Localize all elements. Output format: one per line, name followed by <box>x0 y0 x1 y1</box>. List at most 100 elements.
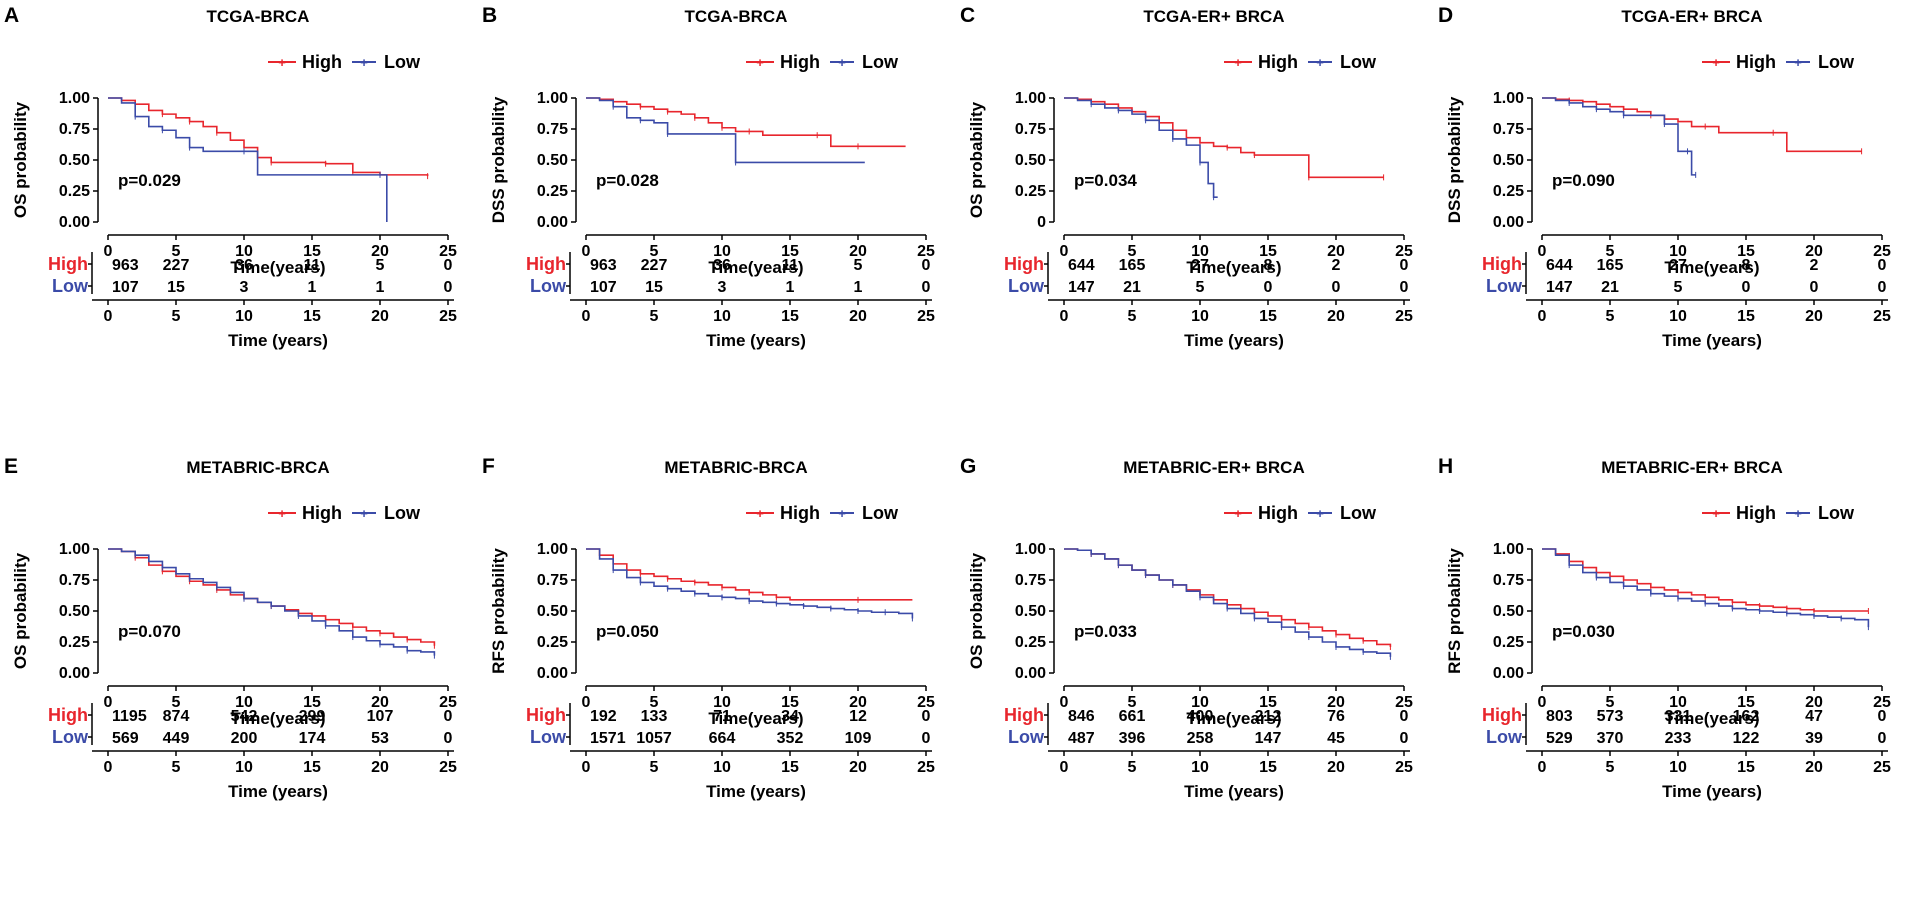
y-tick-label: 0.50 <box>1493 152 1524 169</box>
risk-x-tick-label: 5 <box>1606 759 1615 776</box>
p-value: p=0.030 <box>1552 622 1615 641</box>
risk-count-high: 107 <box>367 708 394 725</box>
legend-low-marker: + <box>838 506 846 521</box>
risk-count-high: 644 <box>1546 257 1573 274</box>
risk-count-low: 370 <box>1597 730 1624 747</box>
risk-count-high: 803 <box>1546 708 1573 725</box>
y-tick-label: 0.50 <box>59 152 90 169</box>
risk-count-low: 1 <box>376 279 385 296</box>
x-tick-label: 5 <box>650 694 659 711</box>
x-tick-label: 10 <box>713 694 731 711</box>
risk-count-low: 0 <box>1810 279 1819 296</box>
x-tick-label: 5 <box>1606 694 1615 711</box>
legend-high-label: High <box>302 52 342 72</box>
x-tick-label: 10 <box>1669 243 1687 260</box>
x-tick-label: 10 <box>1191 694 1209 711</box>
legend-low-label: Low <box>1340 503 1377 523</box>
panel-letter: D <box>1438 4 1453 27</box>
km-curve-low <box>1542 97 1696 176</box>
risk-count-low: 3 <box>718 279 727 296</box>
risk-count-low: 147 <box>1546 279 1573 296</box>
risk-x-tick-label: 10 <box>713 759 731 776</box>
x-tick-label: 20 <box>371 694 389 711</box>
km-curve-low <box>586 97 865 164</box>
risk-count-low: 1 <box>786 279 795 296</box>
risk-x-tick-label: 10 <box>1669 308 1687 325</box>
risk-count-high: 0 <box>444 708 453 725</box>
risk-x-tick-label: 20 <box>371 308 389 325</box>
risk-count-low: 0 <box>1878 730 1887 747</box>
y-tick-label: 0.50 <box>1015 152 1046 169</box>
risk-x-tick-label: 0 <box>582 308 591 325</box>
risk-count-high: 0 <box>444 257 453 274</box>
chart-title: TCGA-ER+ BRCA <box>1621 7 1762 26</box>
y-tick-label: 0.25 <box>59 183 90 200</box>
risk-x-tick-label: 15 <box>781 308 799 325</box>
km-curve-low <box>108 97 388 222</box>
p-value: p=0.033 <box>1074 622 1137 641</box>
risk-count-low: 1 <box>308 279 317 296</box>
x-tick-label: 15 <box>781 243 799 260</box>
risk-x-tick-label: 25 <box>439 759 457 776</box>
risk-x-tick-label: 15 <box>303 759 321 776</box>
risk-group-high: High <box>1482 254 1522 274</box>
legend: + High + Low <box>1224 52 1377 72</box>
risk-count-high: 846 <box>1068 708 1095 725</box>
risk-x-tick-label: 0 <box>1060 308 1069 325</box>
y-tick-label: 0.00 <box>537 214 568 231</box>
risk-count-low: 45 <box>1327 730 1345 747</box>
risk-x-tick-label: 25 <box>917 759 935 776</box>
panel-h: H METABRIC-ER+ BRCA + High + Low 0.00 0.25 0.50 0… <box>1434 451 1912 901</box>
chart-svg: B TCGA-BRCA + High + Low 0.00 0.25 0.50 0.75 1.00 D… <box>482 4 935 350</box>
y-tick-label: 0.00 <box>59 665 90 682</box>
risk-count-low: 109 <box>845 730 872 747</box>
chart-svg: D TCGA-ER+ BRCA + High + Low 0.00 0.25 0.50 0.75 1… <box>1438 4 1891 350</box>
risk-count-low: 0 <box>1400 730 1409 747</box>
risk-count-high: 8 <box>1264 257 1273 274</box>
risk-x-tick-label: 0 <box>104 308 113 325</box>
risk-count-high: 227 <box>641 257 668 274</box>
p-value: p=0.029 <box>118 171 181 190</box>
risk-x-tick-label: 5 <box>1128 759 1137 776</box>
risk-count-high: 8 <box>1742 257 1751 274</box>
legend-low-label: Low <box>1818 52 1855 72</box>
km-curve-high <box>1064 97 1384 179</box>
legend-low-marker: + <box>838 55 846 70</box>
x-tick-label: 20 <box>849 694 867 711</box>
chart-title: METABRIC-BRCA <box>186 458 329 477</box>
risk-x-tick-label: 5 <box>650 759 659 776</box>
x-tick-label: 5 <box>1606 243 1615 260</box>
risk-count-high: 11 <box>782 257 799 274</box>
x-tick-label: 0 <box>1538 694 1547 711</box>
panel-letter: H <box>1438 455 1453 478</box>
chart-svg: E METABRIC-BRCA + High + Low 0.00 0.25 0.50 0.75 1… <box>4 455 457 801</box>
risk-count-high: 0 <box>922 708 931 725</box>
legend: + High + Low <box>268 503 421 523</box>
risk-count-low: 5 <box>1674 279 1683 296</box>
y-tick-label: 0.00 <box>1493 665 1524 682</box>
risk-count-high: 0 <box>1878 257 1887 274</box>
risk-group-high: High <box>1482 705 1522 725</box>
risk-x-tick-label: 5 <box>1128 308 1137 325</box>
risk-count-low: 1571 <box>590 730 626 747</box>
chart-svg: F METABRIC-BRCA + High + Low 0.00 0.25 0.50 0.75 1… <box>482 455 935 801</box>
risk-x-tick-label: 20 <box>1805 759 1823 776</box>
risk-x-tick-label: 0 <box>582 759 591 776</box>
risk-count-low: 0 <box>1400 279 1409 296</box>
panel-c: C TCGA-ER+ BRCA + High + Low 0 0.25 0.50 0.75 1.00… <box>956 0 1434 450</box>
legend: + High + Low <box>1702 503 1855 523</box>
risk-x-tick-label: 25 <box>917 308 935 325</box>
risk-x-tick-label: 25 <box>1873 759 1891 776</box>
risk-count-low: 3 <box>240 279 249 296</box>
risk-count-high: 47 <box>1805 708 1823 725</box>
risk-x-axis-label: Time (years) <box>1184 331 1284 350</box>
x-tick-label: 5 <box>1128 694 1137 711</box>
risk-count-high: 76 <box>1327 708 1345 725</box>
risk-count-low: 53 <box>371 730 389 747</box>
x-tick-label: 5 <box>172 694 181 711</box>
risk-x-axis-label: Time (years) <box>706 782 806 801</box>
risk-x-tick-label: 5 <box>1606 308 1615 325</box>
risk-count-low: 1057 <box>636 730 672 747</box>
risk-group-low: Low <box>530 276 567 296</box>
risk-x-tick-label: 20 <box>1327 759 1345 776</box>
